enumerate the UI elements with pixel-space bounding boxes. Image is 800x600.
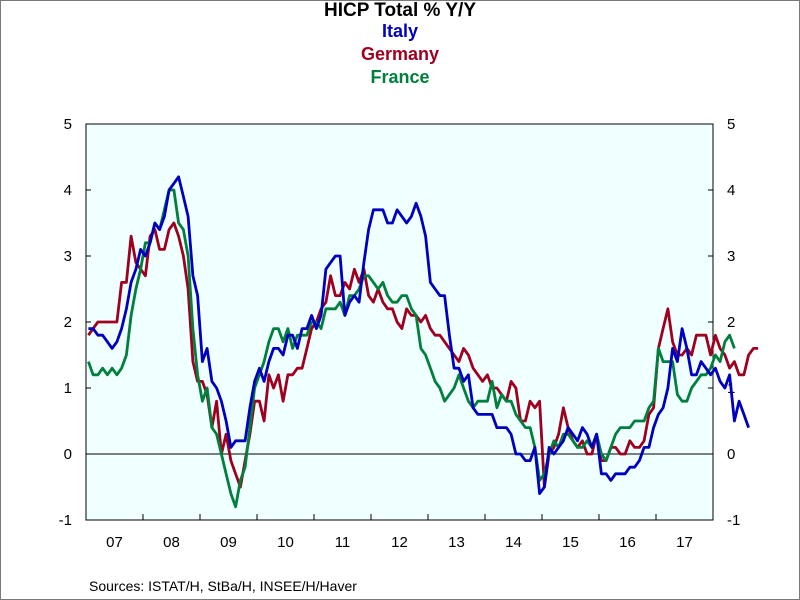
x-year-label: 11 xyxy=(335,534,351,551)
y-tick-label-right: -1 xyxy=(727,512,740,529)
x-year-label: 15 xyxy=(562,534,579,551)
series-lines xyxy=(87,175,759,509)
source-note: Sources: ISTAT/H, StBa/H, INSEE/H/Haver xyxy=(89,578,357,594)
axes: 5 54 43 32 21 10 0-1 -107 08 09 10 11 12 13 14 15 16 17 xyxy=(59,116,741,551)
y-tick-label-left: 3 xyxy=(64,248,72,265)
y-tick-label-left: 0 xyxy=(64,446,72,463)
x-year-label: 14 xyxy=(505,534,522,551)
y-tick-label-right: 2 xyxy=(727,314,735,331)
x-year-label: 08 xyxy=(163,534,180,551)
y-tick-label-left: 2 xyxy=(64,314,72,331)
x-year-label: 17 xyxy=(676,534,693,551)
series-line-france xyxy=(87,188,736,509)
series-line-italy xyxy=(88,175,750,496)
y-tick-label-left: 1 xyxy=(64,380,72,397)
y-tick-label-left: 4 xyxy=(64,182,72,199)
y-tick-label-left: -1 xyxy=(59,512,72,529)
legend-italy: Italy xyxy=(381,21,419,41)
y-tick-label-right: 0 xyxy=(727,446,735,463)
x-year-label: 07 xyxy=(106,534,123,551)
x-year-label: 13 xyxy=(448,534,465,551)
y-tick-label-left: 5 xyxy=(64,116,72,133)
y-tick-label-right: 3 xyxy=(727,248,735,265)
y-tick-label-right: 4 xyxy=(727,182,735,199)
chart-title: HICP Total % Y/Y xyxy=(323,0,477,21)
x-year-label: 12 xyxy=(391,534,408,551)
legend-france: France xyxy=(370,67,430,87)
x-year-label: 10 xyxy=(277,534,294,551)
legend-germany: Germany xyxy=(360,44,440,64)
x-year-label: 16 xyxy=(619,534,636,551)
y-tick-label-right: 5 xyxy=(727,116,735,133)
x-year-label: 09 xyxy=(220,534,237,551)
